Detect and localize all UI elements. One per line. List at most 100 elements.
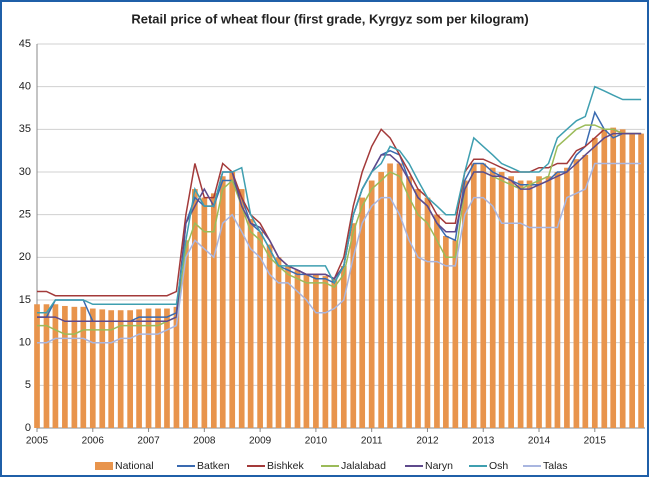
x-tick-label: 2011 (361, 436, 383, 447)
x-tick-label: 2015 (584, 436, 607, 447)
bar (554, 172, 561, 428)
bar (359, 197, 366, 428)
bar (247, 218, 254, 428)
x-tick-label: 2008 (193, 436, 216, 447)
y-tick-label: 15 (19, 294, 31, 306)
bar (266, 244, 273, 428)
bar (564, 167, 570, 428)
y-tick-label: 25 (19, 209, 31, 221)
y-tick-label: 10 (19, 337, 31, 349)
bar (470, 163, 477, 428)
bar (498, 172, 505, 428)
bar (526, 180, 533, 428)
x-tick-label: 2014 (528, 436, 551, 447)
x-tick-label: 2005 (26, 436, 49, 447)
line (37, 132, 642, 323)
bar (136, 309, 142, 428)
bar (508, 176, 514, 428)
line (37, 128, 642, 297)
bar (378, 172, 385, 428)
bar (303, 274, 310, 428)
bar (322, 276, 329, 428)
bar (313, 274, 319, 428)
bar (406, 176, 412, 428)
legend-label: Bishkek (267, 460, 305, 472)
chart-title: Retail price of wheat flour (first grade… (131, 11, 528, 26)
bar (610, 127, 617, 429)
y-tick-label: 40 (19, 81, 31, 93)
bar (415, 189, 421, 428)
bar (396, 163, 403, 428)
legend-label: National (115, 460, 154, 472)
bar (219, 176, 226, 428)
bar (145, 308, 152, 428)
bar (629, 133, 636, 428)
bar (545, 176, 552, 428)
bar (275, 257, 282, 428)
x-tick-label: 2012 (416, 436, 439, 447)
y-tick-label: 30 (19, 166, 31, 178)
x-tick-label: 2009 (249, 436, 272, 447)
bar (536, 176, 542, 428)
y-tick-label: 35 (19, 123, 31, 135)
legend-label: Talas (543, 460, 568, 472)
legend-label: Naryn (425, 460, 453, 472)
bar (443, 236, 449, 428)
y-tick-label: 0 (25, 422, 31, 434)
bar (155, 308, 161, 428)
bar (229, 172, 236, 428)
bar (489, 167, 496, 428)
bar (434, 214, 440, 428)
bar (183, 240, 189, 428)
bar (340, 265, 347, 428)
legend-label: Batken (197, 460, 230, 472)
bar (34, 304, 40, 428)
bar (452, 240, 459, 428)
legend-label: Osh (489, 460, 508, 472)
bar (52, 304, 59, 428)
bar (480, 163, 487, 428)
bar (619, 129, 626, 429)
bar (62, 305, 68, 428)
bar (201, 197, 208, 428)
bar (285, 265, 291, 428)
x-tick-label: 2010 (305, 436, 328, 447)
bar (238, 189, 245, 428)
bar (99, 309, 106, 428)
bar (368, 180, 375, 428)
line (37, 85, 642, 314)
bar (601, 129, 608, 429)
bar (80, 306, 87, 428)
bar (591, 137, 598, 428)
legend-label: Jalalabad (341, 460, 386, 472)
legend-swatch (95, 462, 113, 470)
bar (89, 308, 96, 428)
line (37, 162, 642, 344)
y-tick-label: 45 (19, 38, 31, 50)
bar (173, 306, 180, 428)
bar (294, 270, 301, 428)
bar (350, 223, 357, 428)
line (37, 124, 642, 335)
bar (424, 197, 431, 428)
bar (638, 133, 644, 428)
x-tick-label: 2006 (82, 436, 105, 447)
bar (117, 310, 124, 428)
bar (210, 193, 217, 428)
bar (387, 163, 393, 428)
bar (573, 159, 580, 428)
bar (257, 231, 263, 428)
bar (517, 180, 524, 428)
bar (43, 304, 50, 428)
x-tick-label: 2007 (137, 436, 160, 447)
bar (164, 308, 170, 428)
y-tick-label: 5 (25, 379, 31, 391)
bar (71, 306, 78, 428)
y-tick-label: 20 (19, 251, 31, 263)
bar (192, 189, 198, 428)
bar (582, 154, 589, 428)
bar (108, 310, 115, 428)
bar (331, 278, 338, 428)
x-tick-label: 2013 (472, 436, 495, 447)
